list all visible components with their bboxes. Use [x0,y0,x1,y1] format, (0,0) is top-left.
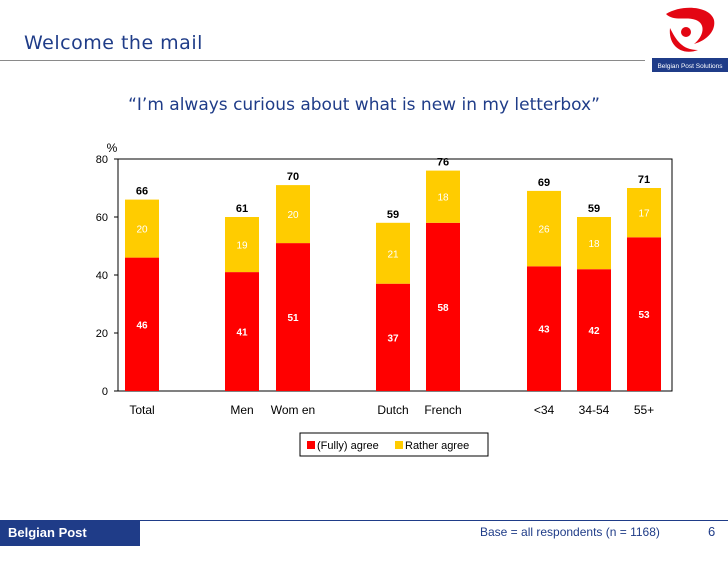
data-label-rather: 19 [236,241,248,252]
data-label-agree: 53 [638,310,650,321]
data-label-rather: 20 [136,225,148,236]
y-tick-label: 60 [96,212,108,224]
title-divider [0,60,645,61]
bar-rather [577,217,611,270]
bar-agree [627,237,661,391]
chart-title: “I’m always curious about what is new in… [128,95,600,115]
x-tick-label: 34-54 [579,403,610,417]
y-tick-label: 20 [96,328,108,340]
x-tick-label: Dutch [377,403,408,417]
legend-box [299,432,489,457]
x-tick-label: Total [129,403,154,417]
y-tick-label: 80 [96,154,108,166]
data-label-total: 70 [287,171,299,183]
stacked-bar-chart: 0 20 40 60 80% 46 20 66 Total 41 19 61 Men 51 20 70 Wom … [96,141,673,457]
logo-text: Belgian Post Solutions [657,63,723,70]
data-label-rather: 18 [588,239,600,250]
bar-agree [577,269,611,391]
bar-rather [376,222,410,284]
bar-rather [627,188,661,238]
y-tick-label: 0 [102,386,108,398]
data-label-total: 76 [437,157,449,169]
data-label-agree: 42 [588,326,600,337]
bar-agree [376,283,410,391]
bar-agree [276,243,310,391]
page-title: Welcome the mail [24,32,203,54]
data-label-rather: 26 [538,225,550,236]
bar-rather [276,185,310,244]
data-label-total: 66 [136,186,148,198]
bar-rather [527,190,561,267]
data-label-agree: 51 [287,313,299,324]
data-label-total: 59 [588,203,600,215]
footer-brand: Belgian Post Solutions [0,520,140,566]
bar-agree [225,272,259,391]
bar-rather [125,199,159,258]
data-label-rather: 18 [437,193,449,204]
legend-swatch-agree [307,441,315,449]
legend-label-rather: Rather agree [405,440,469,452]
data-label-agree: 58 [437,303,449,314]
belgian-post-logo: Belgian Post Solutions [652,0,728,76]
bar-agree [426,222,460,391]
bar-agree [125,257,159,391]
data-label-total: 69 [538,177,550,189]
bar-rather [225,217,259,273]
data-label-agree: 46 [136,320,148,331]
data-label-total: 71 [638,174,650,186]
bar-agree [527,266,561,391]
x-tick-label: French [424,403,461,417]
footer-strip [140,520,728,546]
x-tick-label: 55+ [634,403,654,417]
y-tick-label: 40 [96,270,108,282]
y-axis-label: % [107,141,118,155]
page-number: 6 [708,524,716,539]
data-label-agree: 37 [387,333,399,344]
x-tick-label: Men [230,403,253,417]
legend-label-agree: (Fully) agree [317,440,379,452]
bar-rather [426,170,460,223]
data-label-rather: 20 [287,210,299,221]
data-label-total: 61 [236,203,248,215]
data-label-agree: 43 [538,325,550,336]
base-note: Base = all respondents (n = 1168) [480,525,660,539]
data-label-rather: 17 [638,209,650,220]
x-tick-label: <34 [534,403,555,417]
x-tick-label: Wom en [271,403,315,417]
data-label-agree: 41 [236,328,248,339]
legend-swatch-rather [395,441,403,449]
data-label-total: 59 [387,209,399,221]
data-label-rather: 21 [387,249,399,260]
